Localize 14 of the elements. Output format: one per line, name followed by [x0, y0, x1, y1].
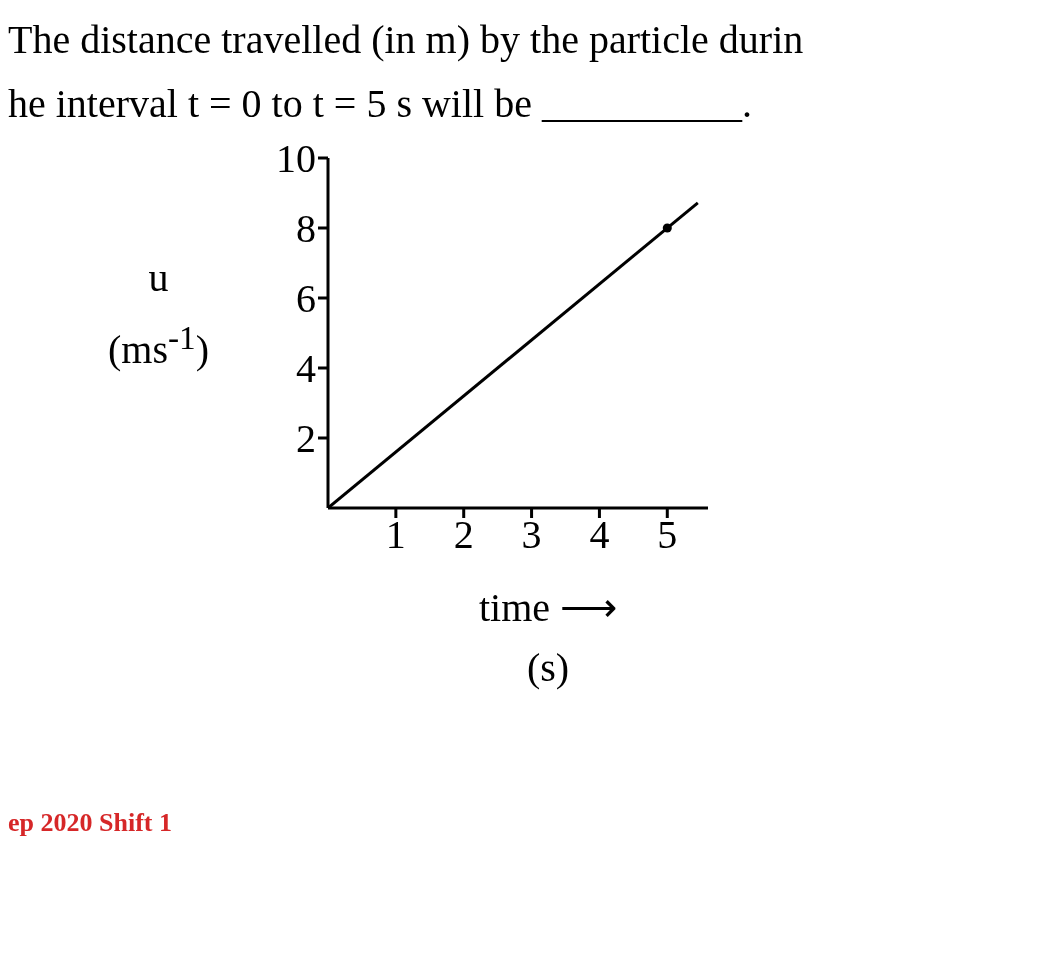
- text: ep 2020 Shift 1: [8, 808, 172, 838]
- x-tick-label: 4: [589, 512, 610, 558]
- y-tick-label: 6: [296, 276, 316, 322]
- x-axis-title: time ⟶ (s): [478, 585, 618, 690]
- x-tick-label: 1: [385, 512, 406, 558]
- y-axis-title: u (ms$^{-1}$): [108, 255, 210, 373]
- chart-title: The distance travelled (in m) by the particle durin he interval t = 0 to t = 5 s will be __________.: [8, 17, 804, 126]
- y-tick-label: 10: [276, 136, 316, 182]
- x-tick-label: 3: [521, 512, 542, 558]
- y-tick-label: 8: [296, 206, 316, 252]
- y-tick-label: 4: [296, 346, 316, 392]
- y-tick-label: 2: [296, 416, 316, 462]
- x-tick-label: 2: [453, 512, 474, 558]
- x-tick-label: 5: [657, 512, 678, 558]
